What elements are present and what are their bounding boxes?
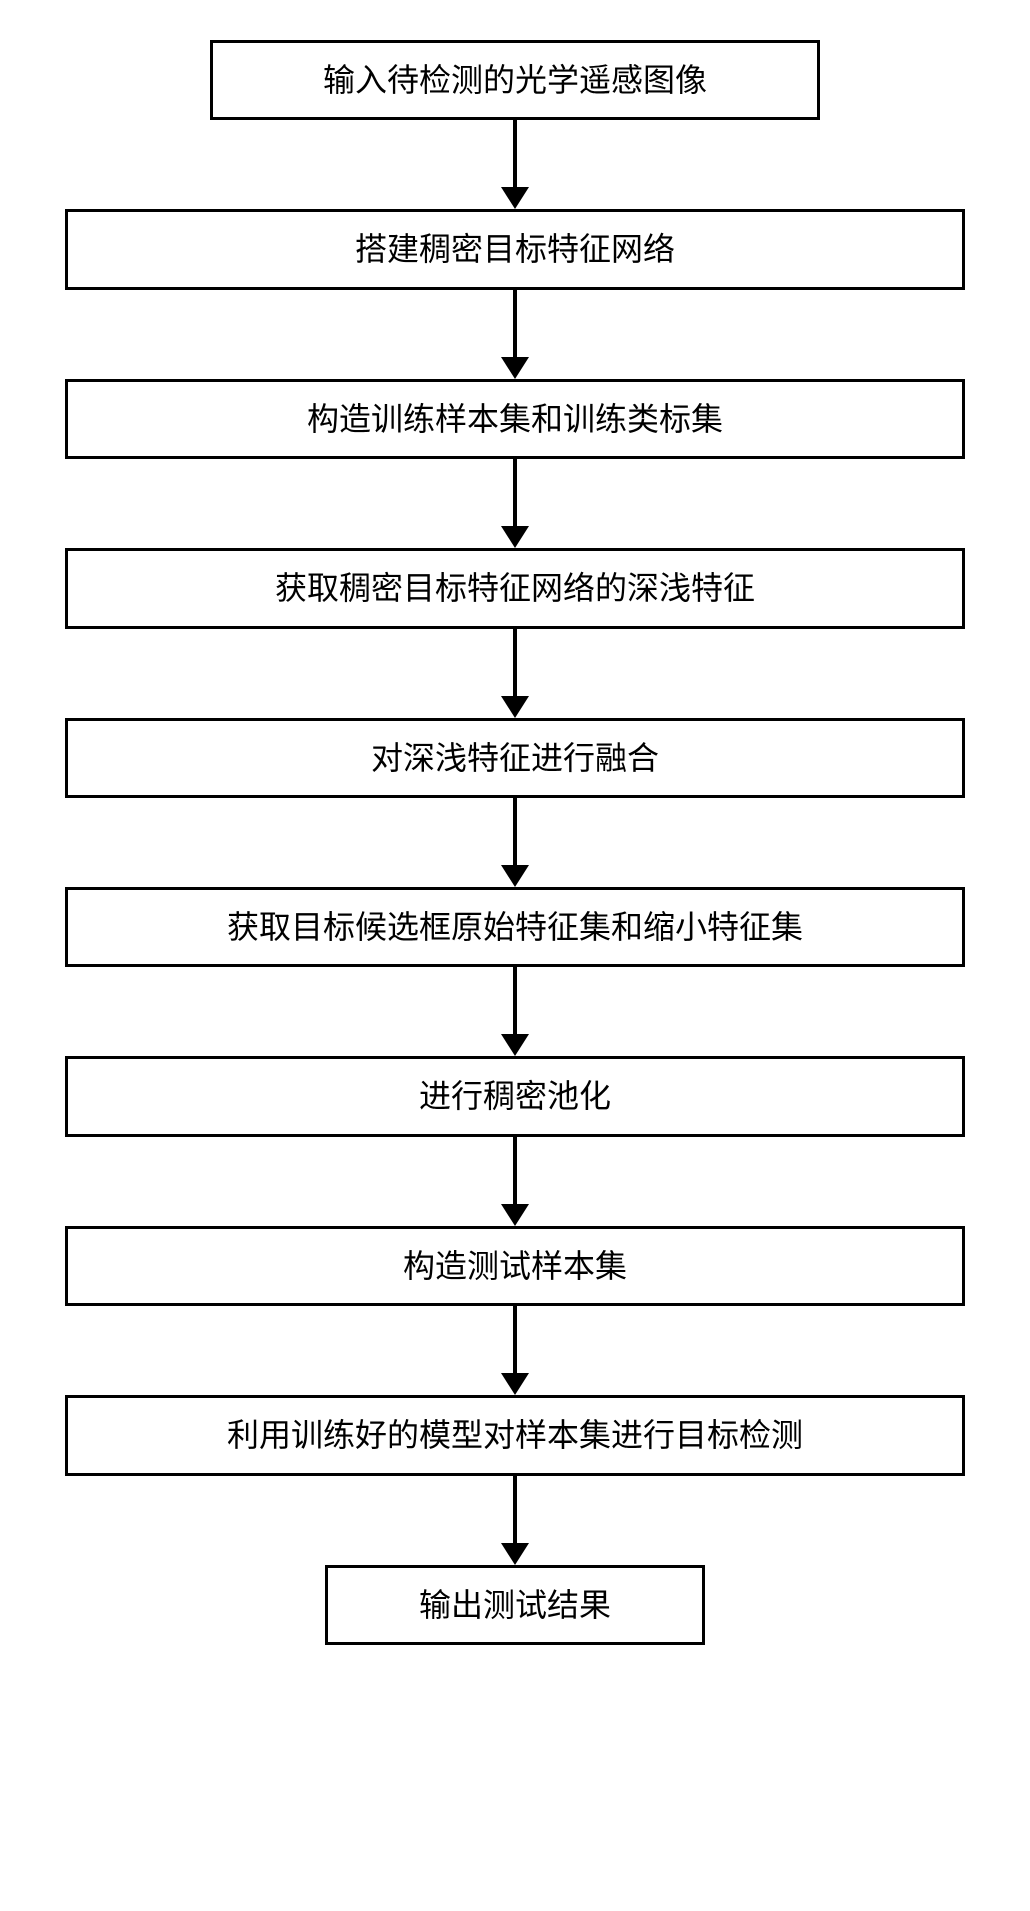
arrow-line (513, 629, 517, 697)
flowchart-node-n7: 进行稠密池化 (65, 1056, 965, 1136)
arrow-line (513, 967, 517, 1035)
flowchart-node-n1: 输入待检测的光学遥感图像 (210, 40, 820, 120)
flowchart-arrow (501, 1137, 529, 1226)
flowchart-arrow (501, 629, 529, 718)
arrow-head-icon (501, 187, 529, 209)
arrow-line (513, 290, 517, 358)
flowchart-node-n6: 获取目标候选框原始特征集和缩小特征集 (65, 887, 965, 967)
flowchart-node-n4: 获取稠密目标特征网络的深浅特征 (65, 548, 965, 628)
flowchart-arrow (501, 120, 529, 209)
arrow-head-icon (501, 1204, 529, 1226)
arrow-line (513, 798, 517, 866)
arrow-head-icon (501, 357, 529, 379)
arrow-head-icon (501, 1373, 529, 1395)
flowchart-arrow (501, 1476, 529, 1565)
arrow-line (513, 120, 517, 188)
arrow-head-icon (501, 526, 529, 548)
flowchart-arrow (501, 459, 529, 548)
flowchart-node-n8: 构造测试样本集 (65, 1226, 965, 1306)
arrow-head-icon (501, 1543, 529, 1565)
arrow-head-icon (501, 1034, 529, 1056)
flowchart-arrow (501, 967, 529, 1056)
flowchart-arrow (501, 1306, 529, 1395)
flowchart-arrow (501, 290, 529, 379)
arrow-line (513, 1137, 517, 1205)
flowchart-arrow (501, 798, 529, 887)
arrow-line (513, 1306, 517, 1374)
flowchart-node-n2: 搭建稠密目标特征网络 (65, 209, 965, 289)
flowchart-container: 输入待检测的光学遥感图像搭建稠密目标特征网络构造训练样本集和训练类标集获取稠密目… (65, 40, 965, 1645)
flowchart-node-n5: 对深浅特征进行融合 (65, 718, 965, 798)
arrow-line (513, 459, 517, 527)
flowchart-node-n10: 输出测试结果 (325, 1565, 705, 1645)
flowchart-node-n9: 利用训练好的模型对样本集进行目标检测 (65, 1395, 965, 1475)
arrow-line (513, 1476, 517, 1544)
arrow-head-icon (501, 696, 529, 718)
flowchart-node-n3: 构造训练样本集和训练类标集 (65, 379, 965, 459)
arrow-head-icon (501, 865, 529, 887)
